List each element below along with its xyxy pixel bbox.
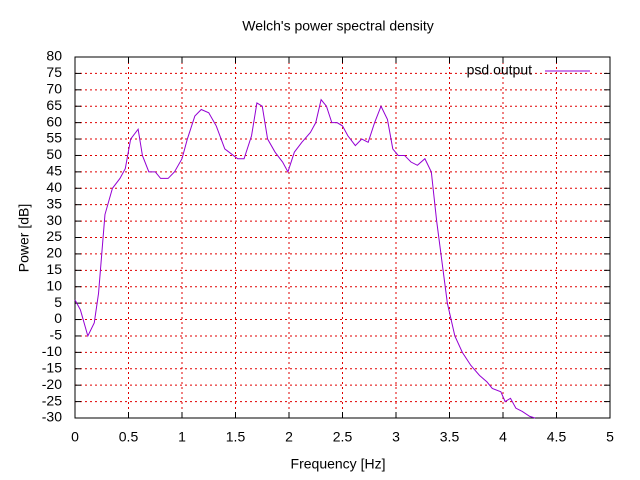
y-tick-label: -25	[42, 392, 62, 408]
y-tick-label: 25	[46, 228, 62, 244]
y-tick-label: 35	[46, 195, 62, 211]
x-tick-label: 0.5	[119, 429, 139, 445]
y-tick-label: 40	[46, 179, 62, 195]
y-tick-label: -30	[42, 409, 62, 425]
x-tick-label: 4	[499, 429, 507, 445]
chart-title: Welch's power spectral density	[242, 18, 434, 34]
y-tick-label: -15	[42, 359, 62, 375]
y-tick-label: 20	[46, 245, 62, 261]
y-tick-label: 75	[46, 64, 62, 80]
y-tick-label: 10	[46, 277, 62, 293]
x-tick-label: 0	[71, 429, 79, 445]
x-tick-label: 4.5	[547, 429, 567, 445]
y-tick-label: 80	[46, 48, 62, 64]
y-tick-label: 50	[46, 146, 62, 162]
x-tick-label: 5	[606, 429, 614, 445]
x-tick-label: 1.5	[226, 429, 246, 445]
y-tick-label: 15	[46, 261, 62, 277]
x-tick-label: 2.5	[333, 429, 353, 445]
y-tick-label: -5	[50, 327, 63, 343]
y-axis-label: Power [dB]	[16, 204, 32, 272]
y-tick-label: -20	[42, 376, 62, 392]
x-axis-label: Frequency [Hz]	[291, 456, 386, 472]
y-tick-label: 70	[46, 81, 62, 97]
y-tick-label: 45	[46, 163, 62, 179]
y-tick-label: 5	[54, 294, 62, 310]
plot-frame	[74, 56, 611, 419]
y-tick-label: 65	[46, 97, 62, 113]
y-tick-label: 55	[46, 130, 62, 146]
y-tick-label: 60	[46, 113, 62, 129]
y-tick-label: -10	[42, 343, 62, 359]
x-tick-label: 2	[285, 429, 293, 445]
data-line	[74, 98, 536, 419]
y-tick-label: 30	[46, 212, 62, 228]
y-tick-label: 0	[54, 310, 62, 326]
x-tick-label: 1	[178, 429, 186, 445]
x-tick-label: 3.5	[440, 429, 460, 445]
legend-label: psd output	[467, 62, 532, 78]
x-tick-label: 3	[392, 429, 400, 445]
